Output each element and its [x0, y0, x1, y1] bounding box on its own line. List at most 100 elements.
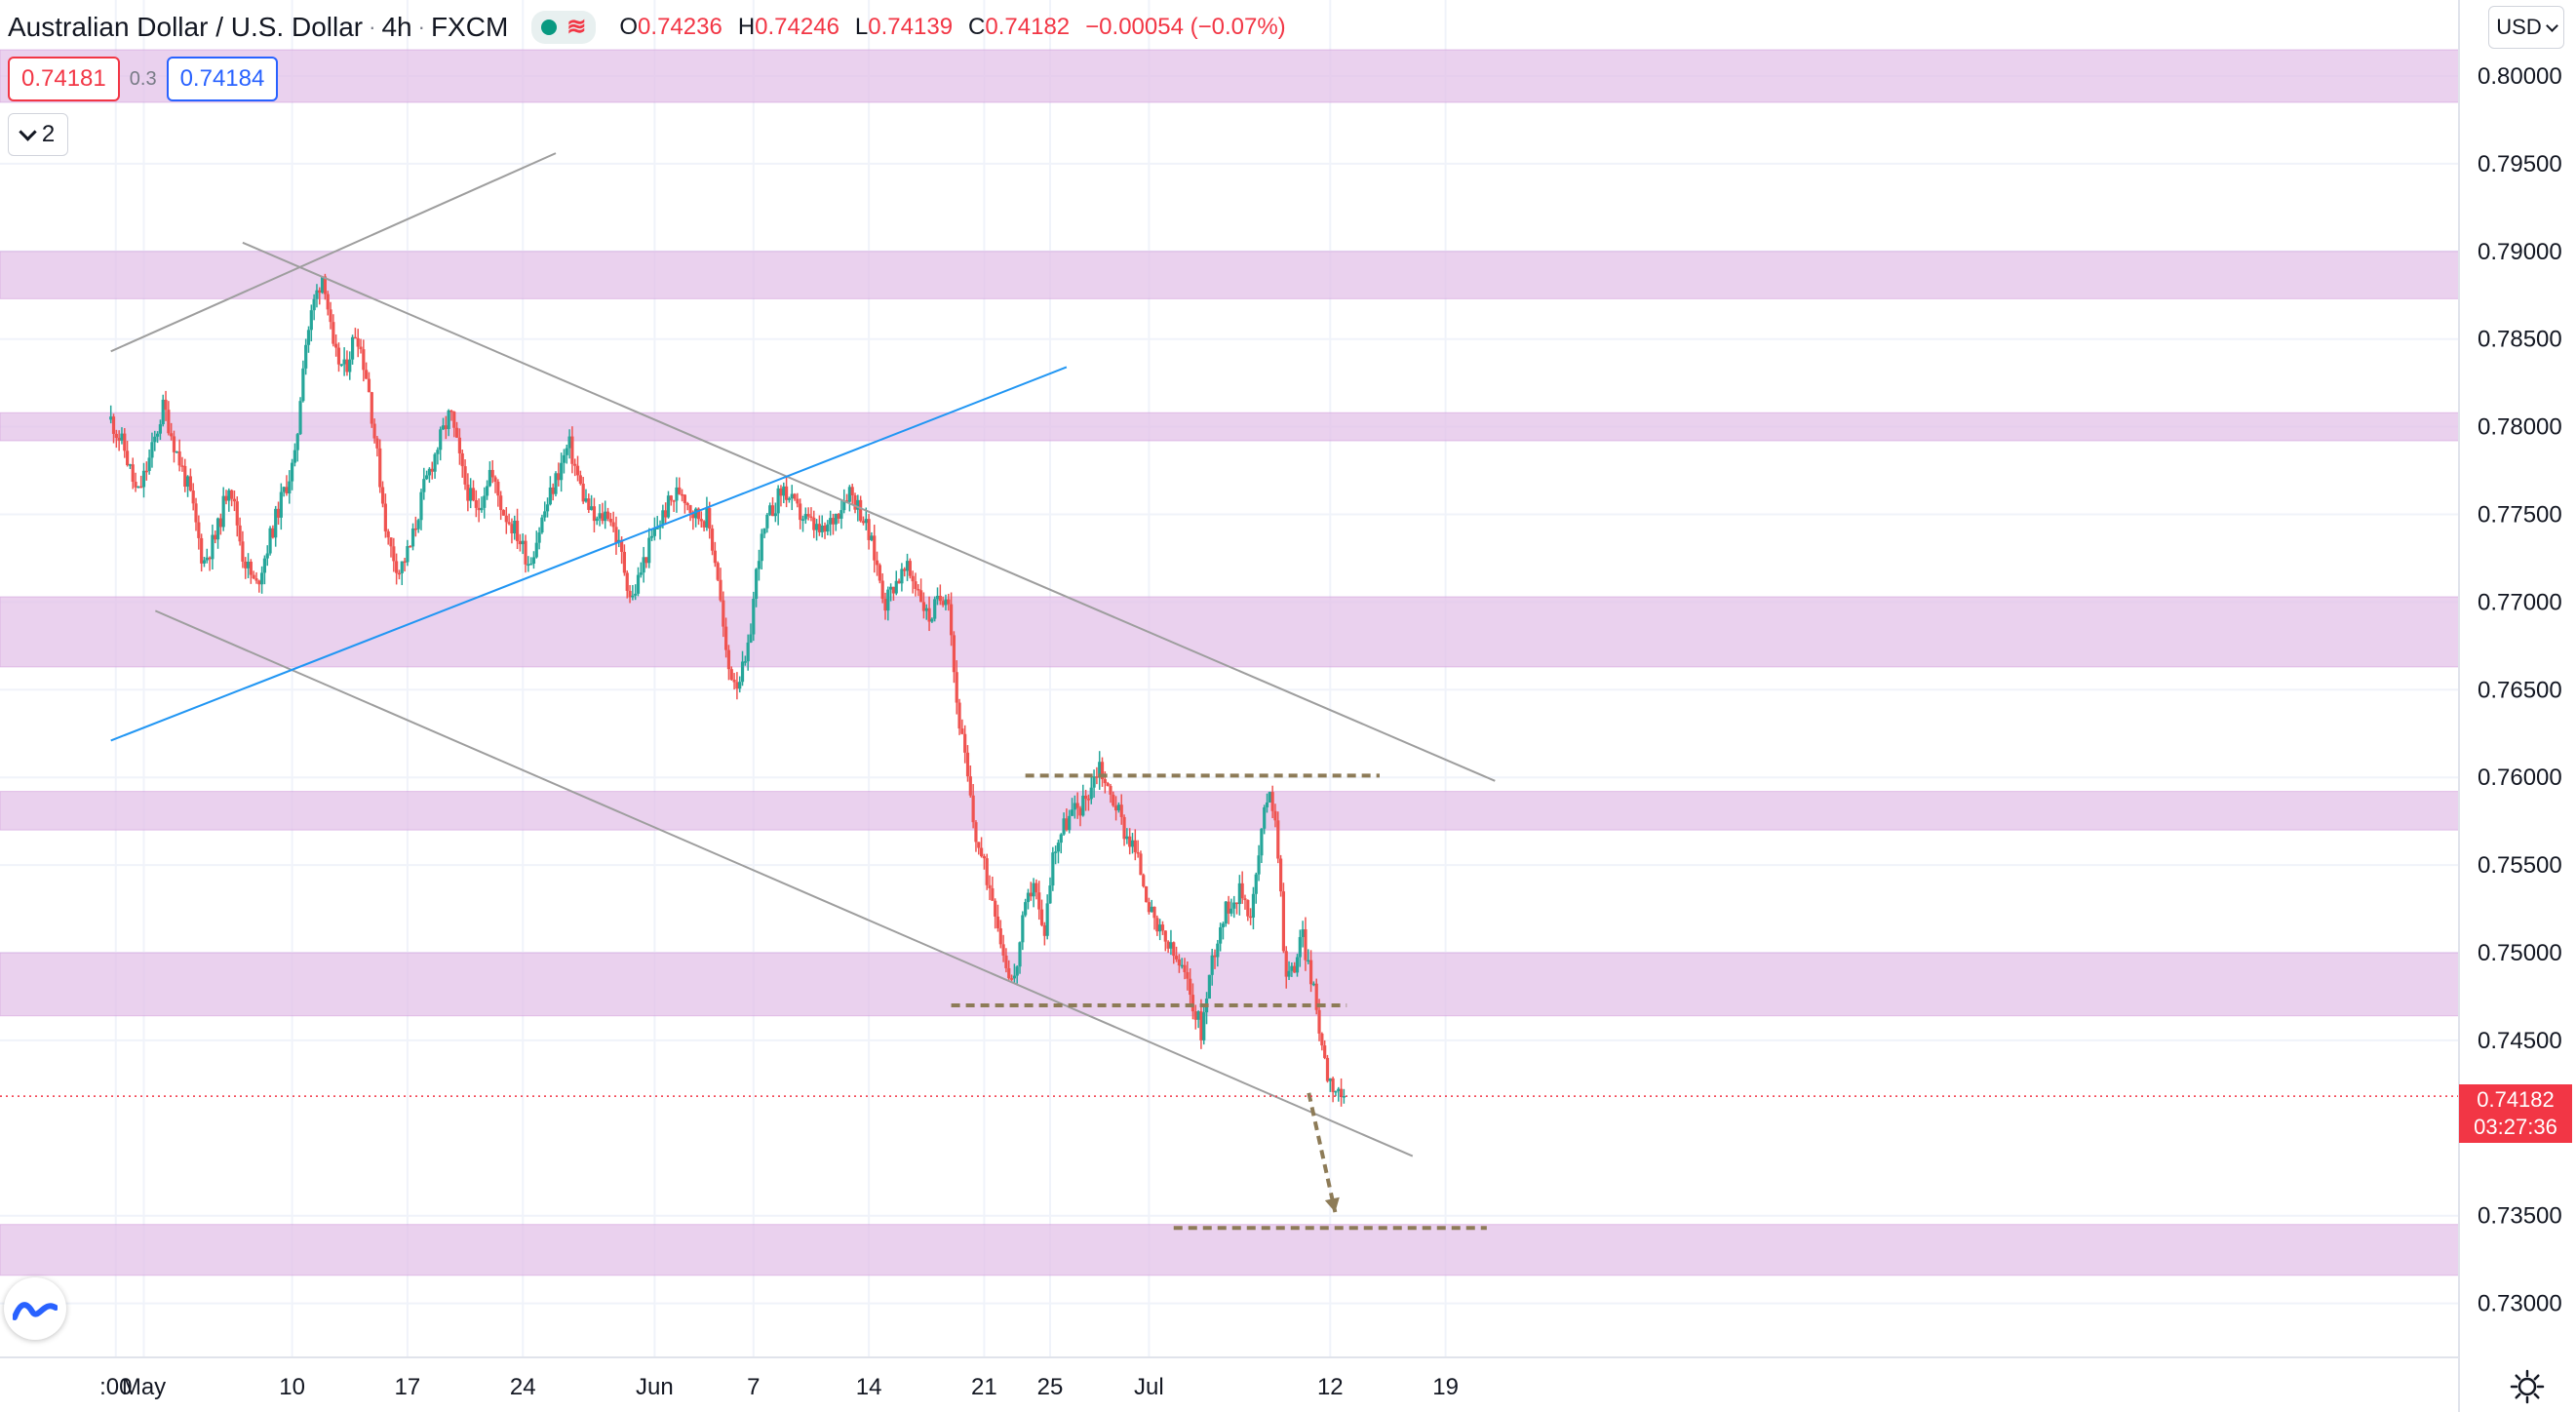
candle — [1265, 793, 1269, 813]
candle — [524, 534, 527, 573]
price-tick-label: 0.77500 — [2478, 502, 2562, 529]
candle — [318, 287, 322, 305]
candle — [150, 432, 154, 468]
candle-body — [652, 528, 656, 536]
candle-body — [817, 524, 821, 532]
candle — [1012, 963, 1016, 983]
candle — [1260, 828, 1264, 864]
time-tick-label: May — [122, 1374, 166, 1400]
currency-select[interactable]: USD — [2488, 6, 2564, 49]
candle — [416, 518, 420, 533]
candle — [578, 470, 582, 486]
candle-body — [265, 553, 269, 559]
candle-body — [919, 590, 923, 603]
candle — [1339, 1078, 1344, 1107]
low-value: 0.74139 — [868, 14, 954, 40]
candle — [598, 503, 602, 527]
candle-body — [274, 508, 278, 538]
symbol-title[interactable]: Australian Dollar / U.S. Dollar — [8, 12, 364, 42]
candle — [950, 592, 954, 647]
candle — [295, 432, 299, 462]
candle — [1100, 757, 1105, 787]
channel-line — [154, 609, 1414, 1157]
candle — [180, 456, 184, 472]
interval-label[interactable]: 4h — [381, 12, 412, 42]
candle — [831, 513, 836, 535]
candle — [282, 486, 286, 497]
candle-body — [285, 487, 289, 494]
candle-body — [724, 626, 728, 650]
candle — [850, 484, 854, 504]
candle-body — [779, 488, 783, 496]
candle — [227, 488, 231, 512]
candle-body — [158, 424, 162, 434]
candle — [664, 502, 668, 525]
candle — [743, 655, 747, 666]
sell-button[interactable]: 0.74181 — [8, 57, 120, 101]
candle — [995, 904, 1000, 932]
candle-body — [1106, 783, 1110, 786]
candle-body — [447, 410, 450, 429]
candle — [155, 431, 160, 444]
candle-body — [628, 590, 632, 598]
candle-body — [1243, 898, 1247, 900]
candle — [386, 529, 390, 545]
candle-body — [356, 337, 360, 347]
candle — [760, 529, 763, 569]
candle — [1186, 961, 1190, 991]
candle — [540, 514, 544, 534]
candle-body — [1254, 874, 1258, 894]
candle — [1068, 809, 1072, 834]
candle-body — [197, 522, 201, 538]
candle-body — [812, 517, 816, 530]
channel-line — [242, 241, 1496, 782]
candle — [1232, 895, 1236, 919]
candle — [785, 476, 789, 508]
candle — [889, 583, 893, 602]
candle — [601, 502, 605, 525]
candle-body — [1130, 840, 1135, 847]
candle — [590, 494, 594, 511]
price-tick-label: 0.75500 — [2478, 852, 2562, 879]
candle — [499, 490, 503, 521]
candle — [309, 304, 313, 342]
candle — [1122, 814, 1126, 846]
price-tick-label: 0.79500 — [2478, 151, 2562, 177]
candle — [1234, 902, 1239, 915]
candle-body — [427, 468, 432, 476]
chart-settings-button[interactable] — [2508, 1367, 2547, 1406]
candle-body — [466, 484, 470, 501]
candle — [1251, 886, 1256, 930]
candle-body — [557, 473, 561, 481]
candle-body — [601, 513, 605, 522]
candle — [837, 513, 840, 524]
candle — [320, 276, 325, 294]
candle-body — [806, 514, 810, 517]
candle-body — [304, 344, 308, 369]
candle-body — [504, 515, 508, 523]
zone-rect — [0, 251, 2460, 299]
candle — [356, 329, 360, 358]
candle — [274, 505, 278, 547]
candle-body — [917, 588, 920, 591]
candle-body — [1042, 924, 1046, 936]
buy-button[interactable]: 0.74184 — [166, 57, 279, 101]
candle-body — [683, 494, 686, 504]
tradingview-logo[interactable] — [4, 1277, 66, 1340]
candle-body — [1012, 975, 1016, 979]
candle — [444, 415, 448, 440]
candle-body — [1004, 955, 1008, 968]
candle — [548, 476, 552, 506]
candle-body — [1070, 809, 1074, 816]
candle — [941, 596, 945, 608]
market-status-pill[interactable]: ≋ — [531, 11, 597, 44]
candle-body — [383, 503, 387, 531]
candle — [1039, 899, 1044, 927]
candle-body — [847, 487, 851, 502]
candle — [699, 511, 703, 528]
indicators-toggle-button[interactable]: 2 — [8, 113, 68, 156]
candle-body — [1112, 794, 1115, 806]
high-value: 0.74246 — [755, 14, 839, 40]
